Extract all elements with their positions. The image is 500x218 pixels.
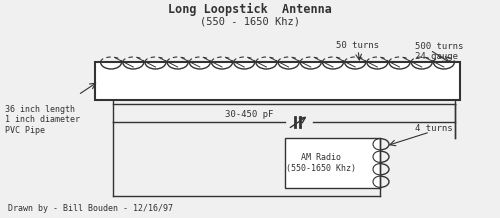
Text: Long Loopstick  Antenna: Long Loopstick Antenna <box>168 2 332 15</box>
Text: AM Radio
(550-1650 Khz): AM Radio (550-1650 Khz) <box>286 153 356 173</box>
Text: Drawn by - Bill Bouden - 12/16/97: Drawn by - Bill Bouden - 12/16/97 <box>8 203 173 213</box>
Text: 30-450 pF: 30-450 pF <box>225 109 274 119</box>
Text: (550 - 1650 Khz): (550 - 1650 Khz) <box>200 16 300 26</box>
Bar <box>95 62 460 100</box>
Text: 500 turns
24 gauge: 500 turns 24 gauge <box>415 42 464 61</box>
Text: 4 turns: 4 turns <box>415 124 453 133</box>
Text: 36 inch length
1 inch diameter
PVC Pipe: 36 inch length 1 inch diameter PVC Pipe <box>5 105 80 135</box>
Text: 50 turns: 50 turns <box>336 41 379 51</box>
Bar <box>285 138 380 188</box>
